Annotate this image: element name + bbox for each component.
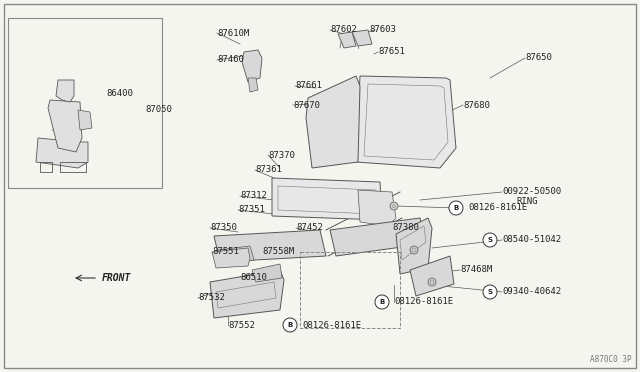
- Circle shape: [283, 318, 297, 332]
- Polygon shape: [48, 100, 82, 152]
- Polygon shape: [352, 30, 372, 46]
- Text: S: S: [488, 237, 493, 243]
- Text: 87650: 87650: [525, 54, 552, 62]
- Text: 87380: 87380: [392, 224, 419, 232]
- Polygon shape: [214, 230, 326, 262]
- Text: 87050: 87050: [145, 106, 172, 115]
- Text: 87351: 87351: [238, 205, 265, 215]
- Text: 87551: 87551: [212, 247, 239, 257]
- Polygon shape: [248, 78, 258, 92]
- Text: S: S: [488, 289, 493, 295]
- Text: 87460: 87460: [217, 55, 244, 64]
- Text: 87680: 87680: [463, 100, 490, 109]
- Bar: [300, 252, 400, 328]
- Text: 87670: 87670: [293, 100, 320, 109]
- Polygon shape: [78, 110, 92, 130]
- Polygon shape: [212, 248, 250, 268]
- Text: 87610M: 87610M: [217, 29, 249, 38]
- Text: 87603: 87603: [369, 26, 396, 35]
- Text: 00922-50500: 00922-50500: [502, 187, 561, 196]
- Polygon shape: [396, 218, 432, 274]
- Text: B: B: [380, 299, 385, 305]
- Polygon shape: [272, 178, 382, 220]
- Polygon shape: [358, 190, 396, 226]
- Polygon shape: [356, 76, 456, 168]
- Circle shape: [428, 278, 436, 286]
- Circle shape: [375, 295, 389, 309]
- Text: 87661: 87661: [295, 81, 322, 90]
- Text: 08126-8161E: 08126-8161E: [468, 203, 527, 212]
- Text: RING: RING: [516, 198, 538, 206]
- Polygon shape: [330, 218, 424, 256]
- Text: 09340-40642: 09340-40642: [502, 288, 561, 296]
- Text: 87312: 87312: [240, 192, 267, 201]
- Text: 86510: 86510: [240, 273, 267, 282]
- Text: 87558M: 87558M: [262, 247, 294, 257]
- Text: 08540-51042: 08540-51042: [502, 235, 561, 244]
- Text: 87350: 87350: [210, 224, 237, 232]
- Polygon shape: [252, 264, 282, 282]
- Polygon shape: [410, 256, 454, 296]
- Text: B: B: [287, 322, 292, 328]
- Text: FRONT: FRONT: [102, 273, 131, 283]
- Text: 87452: 87452: [296, 224, 323, 232]
- Text: 87602: 87602: [330, 26, 357, 35]
- Polygon shape: [242, 50, 262, 82]
- Polygon shape: [36, 138, 88, 168]
- Circle shape: [483, 285, 497, 299]
- Polygon shape: [56, 80, 74, 102]
- Polygon shape: [338, 32, 356, 48]
- Circle shape: [449, 201, 463, 215]
- Text: 87361: 87361: [255, 166, 282, 174]
- Polygon shape: [210, 270, 284, 318]
- Text: 87651: 87651: [378, 48, 405, 57]
- Text: B: B: [453, 205, 459, 211]
- Text: 87552: 87552: [228, 321, 255, 330]
- Text: 87468M: 87468M: [460, 266, 492, 275]
- Text: 87370: 87370: [268, 151, 295, 160]
- Text: 08126-8161E: 08126-8161E: [302, 321, 361, 330]
- Text: A870C0 3P: A870C0 3P: [590, 355, 632, 364]
- Text: 87532: 87532: [198, 294, 225, 302]
- Polygon shape: [306, 76, 360, 168]
- Circle shape: [483, 233, 497, 247]
- Circle shape: [390, 202, 398, 210]
- Circle shape: [410, 246, 418, 254]
- Text: 86400: 86400: [106, 89, 133, 97]
- Text: 08126-8161E: 08126-8161E: [394, 298, 453, 307]
- Polygon shape: [218, 246, 254, 264]
